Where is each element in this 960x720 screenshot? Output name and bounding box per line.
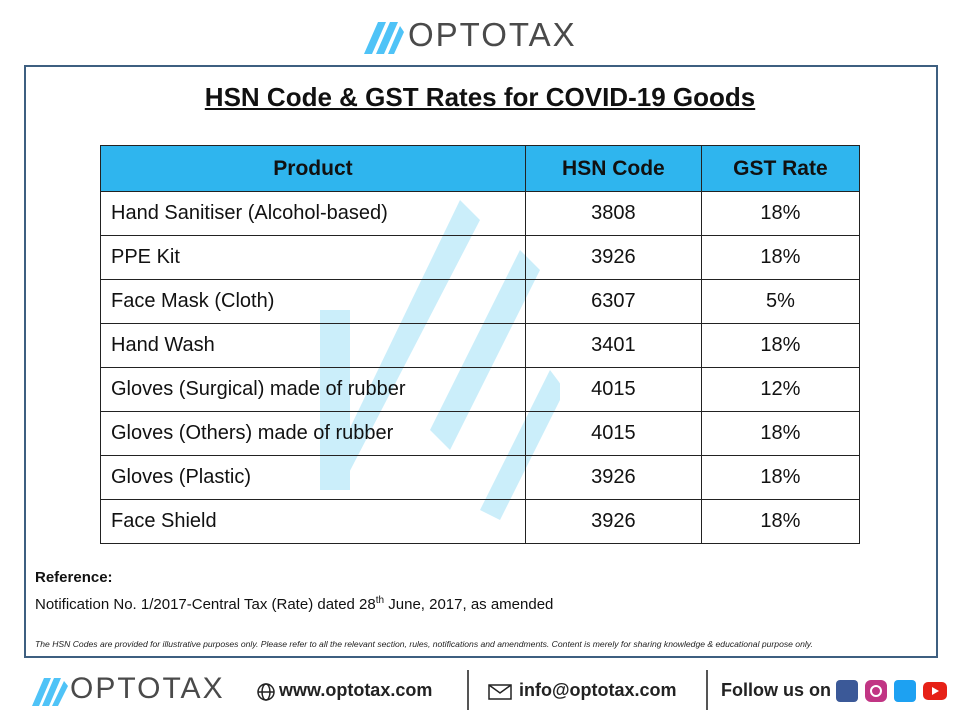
separator — [467, 670, 469, 710]
table-cell: 18% — [700, 411, 861, 456]
table-row: PPE Kit 3926 18% — [100, 235, 861, 280]
reference-label: Reference: — [35, 569, 113, 586]
content-frame — [24, 65, 938, 658]
table-row: Hand Wash 3401 18% — [100, 323, 861, 368]
social-icons — [836, 680, 947, 702]
reference: Reference: Notification No. 1/2017-Centr… — [35, 566, 553, 616]
logo-icon — [364, 22, 404, 54]
facebook-icon[interactable] — [836, 680, 858, 702]
reference-text: June, 2017, as amended — [384, 596, 554, 613]
table-cell: 18% — [700, 191, 861, 236]
disclaimer: The HSN Codes are provided for illustrat… — [35, 639, 813, 649]
table-cell: PPE Kit — [100, 235, 526, 280]
table-cell: 18% — [700, 235, 861, 280]
table-cell: Gloves (Others) made of rubber — [100, 411, 526, 456]
table-row: Gloves (Others) made of rubber 4015 18% — [100, 411, 861, 456]
email[interactable]: info@optotax.com — [519, 680, 677, 700]
table-cell: Hand Sanitiser (Alcohol-based) — [100, 191, 526, 236]
table-cell: 3401 — [524, 323, 702, 368]
reference-sup: th — [375, 595, 385, 606]
table-cell: 3926 — [524, 235, 702, 280]
logo-icon — [32, 678, 68, 706]
table-row: Hand Sanitiser (Alcohol-based) 3808 18% — [100, 191, 861, 236]
table-cell: Face Mask (Cloth) — [100, 279, 526, 324]
header-row: Product HSN Code GST Rate — [100, 145, 861, 192]
table-cell: Face Shield — [100, 499, 526, 544]
website[interactable]: www.optotax.com — [279, 680, 433, 700]
table-row: Face Shield 3926 18% — [100, 499, 861, 544]
column-header: GST Rate — [700, 145, 861, 192]
table-cell: 18% — [700, 499, 861, 544]
logo-text: OPTOTAX — [70, 672, 225, 705]
table-cell: 18% — [700, 323, 861, 368]
table-cell: 4015 — [524, 367, 702, 412]
table-cell: 4015 — [524, 411, 702, 456]
table-cell: 18% — [700, 455, 861, 500]
instagram-icon[interactable] — [865, 680, 887, 702]
twitter-icon[interactable] — [894, 680, 916, 702]
title: HSN Code & GST Rates for COVID-19 Goods — [204, 82, 756, 112]
table-cell: Gloves (Surgical) made of rubber — [100, 367, 526, 412]
table-cell: 3926 — [524, 499, 702, 544]
reference-text: Notification No. 1/2017-Central Tax (Rat… — [35, 596, 376, 613]
table-cell: 12% — [700, 367, 861, 412]
table-cell: 3808 — [524, 191, 702, 236]
table-cell: Hand Wash — [100, 323, 526, 368]
mail-icon — [488, 684, 512, 700]
table-cell: Gloves (Plastic) — [100, 455, 526, 500]
table-cell: 6307 — [524, 279, 702, 324]
column-header: HSN Code — [524, 145, 702, 192]
table-cell: 5% — [700, 279, 861, 324]
column-header: Product — [100, 145, 526, 192]
logo-text: OPTOTAX — [408, 16, 577, 53]
separator — [706, 670, 708, 710]
globe-icon — [257, 683, 275, 701]
table-row: Gloves (Plastic) 3926 18% — [100, 455, 861, 500]
gst-table: Product HSN Code GST Rate Hand Sanitiser (… — [100, 145, 861, 544]
follow-text: Follow us on — [721, 680, 831, 700]
table-row: Gloves (Surgical) made of rubber 4015 12% — [100, 367, 861, 412]
table-cell: 3926 — [524, 455, 702, 500]
table-row: Face Mask (Cloth) 6307 5% — [100, 279, 861, 324]
